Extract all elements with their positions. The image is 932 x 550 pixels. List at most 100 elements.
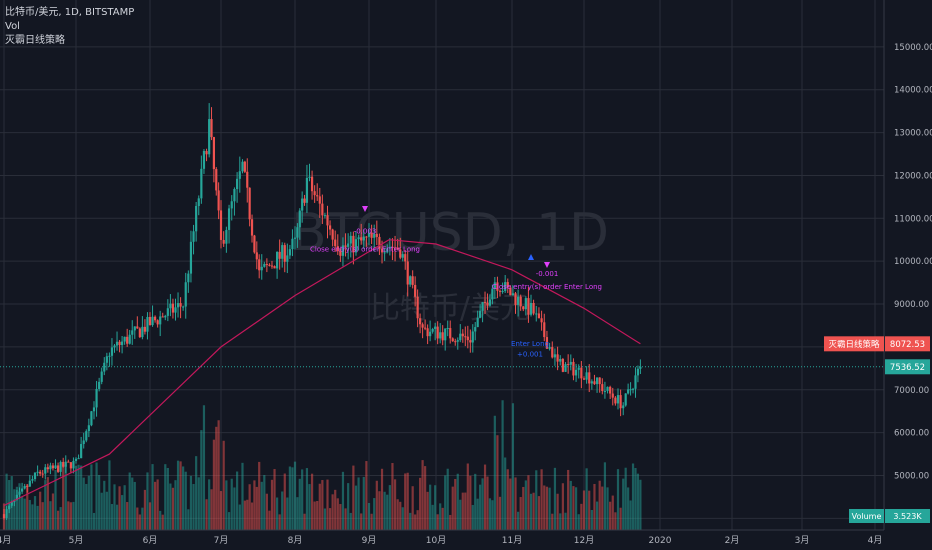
candle-body	[39, 471, 42, 474]
volume-bar	[248, 484, 251, 530]
candle-body	[260, 266, 263, 271]
volume-bar	[195, 456, 198, 530]
volume-bar	[222, 440, 225, 530]
candle-body	[82, 440, 85, 445]
volume-bar	[424, 466, 427, 530]
candle-body	[8, 505, 11, 510]
volume-bar	[316, 500, 319, 530]
volume-bar	[370, 513, 373, 530]
volume-bar	[59, 507, 62, 530]
volume-bar	[506, 469, 509, 530]
candle-body	[227, 208, 231, 230]
volume-bar	[344, 508, 347, 530]
candle-body	[31, 479, 34, 481]
volume-bar	[128, 472, 131, 530]
candle-body	[527, 298, 530, 315]
volume-bar	[151, 464, 154, 530]
candle-body	[192, 231, 195, 242]
volume-bar	[179, 461, 182, 530]
volume-bar	[393, 479, 397, 530]
symbol-title[interactable]: 比特币/美元, 1D, BITSTAMP	[5, 7, 135, 18]
volume-bar	[449, 514, 452, 530]
candle-body	[577, 367, 580, 370]
candle-body	[105, 356, 108, 363]
volume-bar	[636, 473, 640, 530]
volume-bar	[308, 484, 311, 530]
volume-bar	[72, 501, 75, 530]
time-axis[interactable]: 4月 5月 6月 7月 8月 9月 10月 11月 12月 2020 2月 3月 4月	[0, 529, 932, 550]
candle-body	[598, 377, 601, 385]
candle-body	[375, 233, 378, 237]
volume-bar	[456, 473, 459, 530]
volume-bar	[585, 468, 588, 530]
candle-body	[634, 375, 637, 389]
volume-bar	[380, 468, 384, 530]
strategy-annotation: Enter Long	[511, 340, 549, 348]
price-tick-label: 6000.00	[894, 429, 929, 439]
volume-bar	[444, 475, 447, 530]
volume-bar	[210, 489, 213, 530]
volume-bar	[349, 512, 352, 530]
candle-body	[195, 206, 198, 232]
candle-body	[380, 248, 384, 253]
volume-bar	[504, 457, 507, 530]
volume-bar	[243, 500, 246, 530]
candle-body	[222, 239, 225, 244]
candle-body	[506, 282, 509, 288]
volume-bar	[33, 496, 37, 530]
candle-body	[36, 471, 39, 473]
candle-body	[476, 317, 479, 328]
volume-badge-value-bg	[885, 509, 930, 523]
candle-body	[176, 303, 180, 308]
volume-bar	[164, 464, 167, 530]
price-tick-label: 7000.00	[894, 386, 929, 396]
strategy-indicator-label[interactable]: 灭霸日线策略	[5, 35, 65, 46]
volume-bar	[273, 469, 276, 530]
candle-body	[404, 254, 407, 262]
price-axis[interactable]: 15000.00 14000.00 13000.00 12000.00 11000.00…	[883, 0, 932, 530]
candle-body	[253, 235, 256, 253]
candle-body	[95, 388, 98, 408]
candle-body	[205, 151, 208, 155]
volume-bar	[622, 478, 625, 530]
candle-body	[33, 472, 37, 480]
time-tick-label: 4月	[868, 535, 883, 546]
volume-bar	[582, 490, 586, 530]
volume-badge-label: Volume	[852, 512, 882, 521]
candle-body	[278, 251, 281, 259]
volume-bar	[77, 464, 80, 530]
price-axis-bg	[884, 0, 932, 530]
volume-bar	[174, 480, 177, 530]
candle-body	[187, 273, 190, 283]
volume-bar	[246, 499, 249, 530]
volume-bar	[388, 485, 391, 530]
candle-body	[286, 255, 289, 262]
candle-body	[156, 320, 159, 325]
volume-bar	[13, 489, 16, 530]
candle-body	[436, 326, 439, 339]
volume-bar	[386, 494, 389, 530]
volume-bar	[436, 514, 439, 530]
volume-bar	[466, 463, 469, 530]
candle-body	[326, 215, 329, 226]
candle-body	[574, 369, 578, 376]
volume-bar	[588, 490, 591, 530]
volume-bar	[82, 477, 85, 530]
candle-body	[200, 168, 203, 199]
volume-indicator-label[interactable]: Vol	[5, 21, 20, 32]
volume-bar	[110, 504, 114, 530]
volume-bar	[143, 489, 147, 530]
candle-body	[606, 386, 609, 391]
volume-bar	[341, 471, 345, 530]
candle-body	[291, 238, 294, 250]
strategy-annotation: Close entry(s) order Enter Long	[492, 283, 602, 291]
candle-body	[248, 187, 251, 220]
volume-bar	[367, 502, 371, 530]
volume-bar	[476, 498, 479, 530]
candle-body	[59, 461, 62, 472]
volume-bar	[49, 501, 52, 530]
volume-bar	[189, 475, 193, 530]
volume-bar	[464, 492, 467, 530]
time-tick-label: 2月	[725, 535, 740, 546]
